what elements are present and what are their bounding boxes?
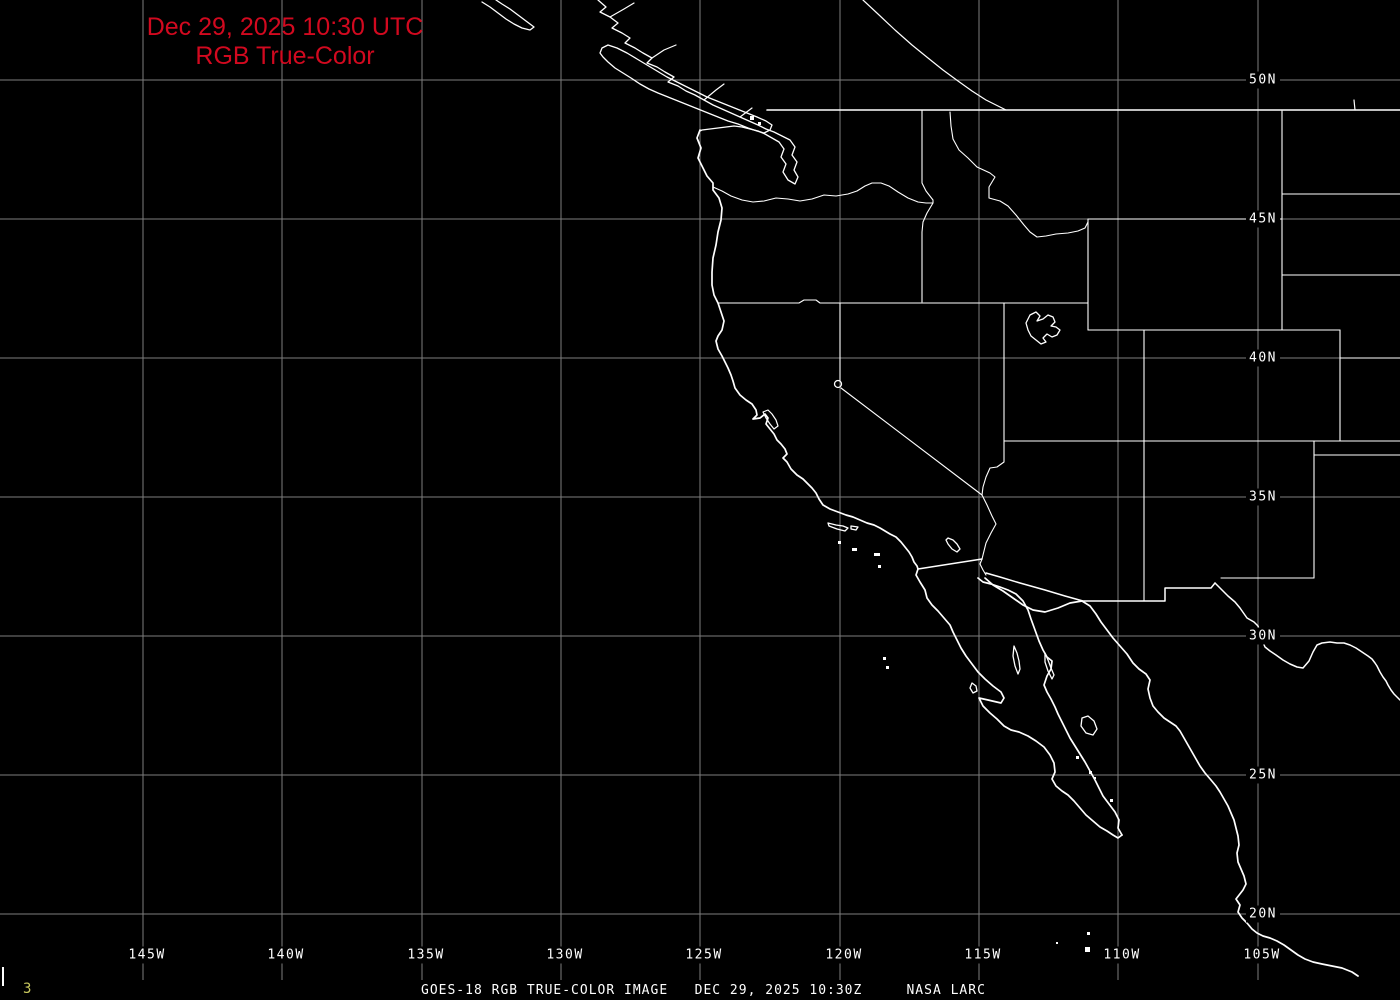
isla-tiburon: [1080, 715, 1098, 736]
pacific-coast: [696, 129, 919, 570]
idaho-montana-border: [949, 111, 1089, 238]
longitude-label: 120W: [822, 946, 866, 964]
longitude-label: 140W: [264, 946, 308, 964]
great-salt-lake: [1025, 311, 1061, 345]
latitude-label: 25N: [1246, 766, 1280, 784]
gulf-island: [1012, 645, 1021, 675]
sonora-mexico-coast: [984, 577, 1359, 977]
canada-us-border: [766, 0, 1400, 111]
product-name-title: RGB True-Color: [195, 42, 375, 70]
longitude-label: 130W: [543, 946, 587, 964]
channel-island: [827, 522, 849, 532]
haida-gwaii: [481, 0, 535, 31]
salton-sea: [945, 537, 961, 553]
baja-gulf-coast: [977, 577, 1123, 836]
map-outlines: [481, 0, 1400, 977]
latitude-label: 30N: [1246, 627, 1280, 645]
left-edge-tick: [2, 967, 4, 986]
frame-number: 3: [23, 981, 33, 997]
lake-tahoe: [833, 379, 843, 389]
colorado-river-border: [979, 440, 1005, 576]
lakes: [833, 311, 1061, 553]
baja-west-coast: [915, 568, 1123, 839]
island-dots: [750, 116, 1113, 952]
latitude-label: 35N: [1246, 488, 1280, 506]
timestamp-title: Dec 29, 2025 10:30 UTC: [146, 13, 424, 41]
longitude-label: 125W: [682, 946, 726, 964]
isla-cedros: [969, 682, 978, 694]
longitude-label: 105W: [1240, 946, 1284, 964]
california-nevada-diagonal: [840, 387, 983, 496]
gulf-island: [1044, 652, 1055, 680]
longitude-label: 115W: [961, 946, 1005, 964]
islands: [827, 522, 1098, 736]
san-francisco-bay: [762, 409, 779, 430]
image-caption: GOES-18 RGB TRUE-COLOR IMAGE DEC 29, 202…: [421, 983, 986, 998]
latitude-label: 50N: [1246, 71, 1280, 89]
rio-grande: [1214, 582, 1400, 701]
state-borders: [712, 109, 1400, 602]
vancouver-island: [599, 44, 773, 134]
longitude-label: 135W: [404, 946, 448, 964]
coastlines: [481, 0, 1359, 977]
latitude-label: 20N: [1246, 905, 1280, 923]
image-title: Dec 29, 2025 10:30 UTC RGB True-Color: [147, 13, 424, 71]
channel-island: [850, 525, 859, 531]
mexico-us-border: [917, 558, 1400, 701]
latitude-label: 40N: [1246, 349, 1280, 367]
columbia-river-border: [712, 182, 934, 204]
longitude-label: 145W: [125, 946, 169, 964]
latitude-label: 45N: [1246, 210, 1280, 228]
longitude-label: 110W: [1100, 946, 1144, 964]
